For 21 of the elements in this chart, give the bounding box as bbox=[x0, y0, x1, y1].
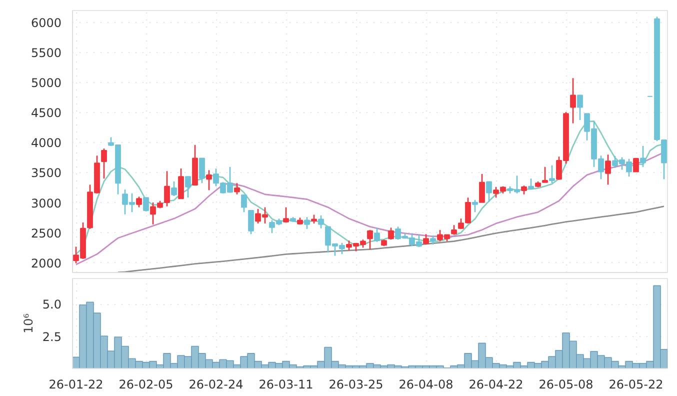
y-tick-label: 4500 bbox=[30, 106, 62, 120]
y-axis-title: 10⁶ bbox=[21, 313, 36, 334]
y-tick-label: 2000 bbox=[30, 256, 62, 270]
y-tick-label: 6000 bbox=[30, 16, 62, 30]
y-tick-label: 3500 bbox=[30, 166, 62, 180]
x-tick-label: 26-05-22 bbox=[608, 378, 664, 392]
y-tick-label: 4000 bbox=[30, 136, 62, 150]
y-tick-label: 5000 bbox=[30, 76, 62, 90]
x-tick-label: 26-01-22 bbox=[48, 378, 104, 392]
x-tick-label: 26-03-25 bbox=[328, 378, 384, 392]
x-tick-label: 26-05-08 bbox=[538, 378, 594, 392]
y-tick-label: 3000 bbox=[30, 196, 62, 210]
y-tick-label: 2500 bbox=[30, 226, 62, 240]
x-tick-label: 26-04-08 bbox=[398, 378, 454, 392]
y-tick-label: 5500 bbox=[30, 46, 62, 60]
x-tick-label: 26-04-22 bbox=[468, 378, 524, 392]
x-tick-label: 26-02-24 bbox=[188, 378, 244, 392]
y-tick-label: 5.0 bbox=[42, 298, 62, 312]
x-tick-label: 26-02-05 bbox=[118, 378, 174, 392]
x-tick-label: 26-03-11 bbox=[258, 378, 314, 392]
y-tick-label: 2.5 bbox=[42, 330, 62, 344]
